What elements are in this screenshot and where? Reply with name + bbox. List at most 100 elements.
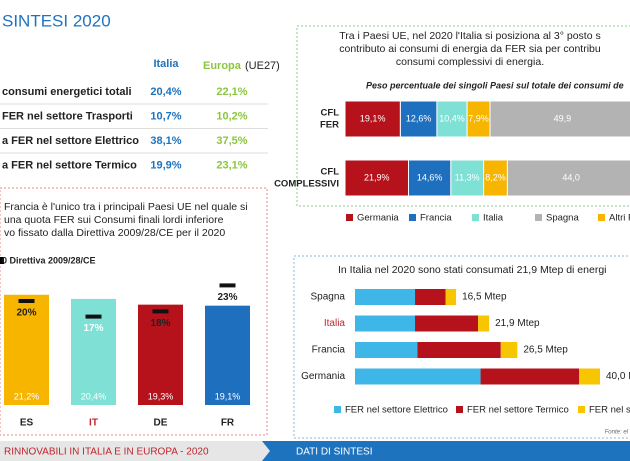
row-label: a FER nel settore Termico (2, 159, 137, 171)
source: Fonte: el (605, 430, 629, 436)
category-label: Spagna (311, 292, 346, 303)
segment-label: 19,1% (360, 113, 386, 123)
europe-value: 22,1% (216, 86, 247, 98)
target-mark (18, 299, 35, 303)
target-label: 17% (83, 323, 103, 334)
panel-title: contributo ai consumi di energia da FER … (339, 43, 601, 55)
total-label: 21,9 Mtep (495, 318, 540, 329)
panel-title: In Italia nel 2020 sono stati consumati … (338, 264, 607, 276)
bar-segment (579, 368, 600, 385)
bar-segment (355, 289, 416, 305)
bar-segment (415, 315, 479, 332)
segment-label: 49,9 (554, 113, 572, 123)
panel-title: Tra i Paesi UE, nel 2020 l'Italia si pos… (339, 30, 600, 42)
bar-segment (399, 100, 438, 138)
legend-label: Italia (483, 213, 504, 224)
footer-left-text: RINNOVABILI IN ITALIA E IN EUROPA - 2020 (4, 447, 209, 458)
legend-swatch (456, 406, 463, 413)
bar-segment (450, 159, 485, 197)
legend-swatch (535, 214, 542, 221)
target-label: 18% (150, 318, 170, 329)
europe-value: 23,1% (216, 159, 247, 171)
segment-label: 10,4% (439, 113, 465, 123)
legend-label: FER nel se (589, 405, 630, 416)
legend-label: FER nel settore Elettrico (345, 405, 448, 416)
target-label: 20% (16, 308, 36, 319)
category-label: ES (20, 418, 34, 429)
footer-right-text: DATI DI SINTESI (296, 447, 373, 458)
italy-value: 10,7% (150, 110, 181, 122)
page-title: SINTESI 2020 (2, 11, 111, 30)
legend-swatch (334, 406, 341, 413)
footer-right (262, 441, 630, 461)
panel-text: una quota FER sui Consumi finali lordi i… (4, 214, 224, 226)
row-label: consumi energetici totali (2, 86, 132, 98)
segment-label: 44,0 (562, 172, 580, 182)
target-mark (85, 314, 102, 319)
category-label: IT (89, 418, 98, 429)
category-label: Francia (312, 345, 346, 356)
category-label: CFL (321, 167, 340, 178)
legend-label: FER nel settore Termico (467, 405, 569, 416)
legend-label: Germania (357, 213, 399, 224)
bar-segment (500, 342, 518, 358)
bar-label: 19,3% (148, 391, 174, 401)
category-label: FER (320, 120, 339, 131)
col-header: (UE27) (245, 60, 280, 72)
panel-title: consumi complessivi di energia. (396, 56, 544, 68)
bar-segment (506, 159, 630, 197)
panel-text: vo fissato dalla Direttiva 2009/28/CE pe… (4, 227, 225, 239)
target-mark (219, 283, 236, 288)
total-label: 16,5 Mtep (462, 292, 507, 303)
col-header: Europa (203, 60, 242, 72)
bar-segment (417, 342, 501, 358)
segment-label: 12,6% (406, 113, 432, 123)
panel-text: Francia è l'unico tra i principali Paesi… (4, 201, 248, 213)
segment-label: 11,3% (455, 172, 480, 182)
legend-swatch (578, 406, 585, 413)
total-label: 26,5 Mtep (523, 345, 568, 356)
category-label: Germania (301, 371, 345, 382)
category-label: COMPLESSIVI (274, 179, 339, 190)
segment-label: 14,6% (417, 172, 443, 182)
legend-label: Francia (420, 213, 452, 224)
target-mark (152, 309, 169, 314)
top-right-panel (296, 25, 630, 207)
row-label: a FER nel settore Elettrico (2, 135, 139, 147)
target-label: 23% (217, 292, 237, 303)
total-label: 40,0 Mtep (606, 371, 630, 382)
italy-value: 38,1% (150, 135, 181, 147)
bar-segment (355, 315, 416, 332)
europe-value: 37,5% (216, 135, 247, 147)
bar-label: 20,4% (81, 391, 107, 401)
legend-text: 0 Direttiva 2009/28/CE (2, 255, 96, 265)
italy-value: 20,4% (150, 86, 181, 98)
panel-subtitle: Peso percentuale dei singoli Paesi sul t… (366, 80, 624, 90)
legend-swatch (0, 257, 4, 264)
legend-swatch (472, 214, 479, 221)
category-label: FR (221, 418, 235, 429)
category-label: CFL (321, 108, 340, 119)
bar (205, 305, 250, 405)
italy-value: 19,9% (150, 159, 181, 171)
segment-label: 8,2% (485, 172, 506, 182)
legend-swatch (409, 214, 416, 221)
segment-label: 7,9% (468, 113, 489, 123)
bar-segment (489, 100, 630, 138)
footer-left (0, 441, 270, 461)
col-header: Italia (153, 58, 179, 70)
bar-segment (445, 289, 457, 305)
bar-segment (478, 315, 490, 332)
legend-label: Altri P (609, 213, 630, 224)
bar-segment (480, 368, 580, 385)
category-label: Italia (324, 318, 346, 329)
bar-label: 21,2% (14, 391, 40, 401)
bar-label: 19,1% (215, 391, 241, 401)
bar-segment (415, 289, 446, 305)
bottom-right-panel (293, 255, 630, 439)
legend-label: Spagna (546, 213, 579, 224)
bar-segment (355, 342, 418, 358)
bar (4, 294, 49, 405)
left-panel (0, 187, 268, 436)
